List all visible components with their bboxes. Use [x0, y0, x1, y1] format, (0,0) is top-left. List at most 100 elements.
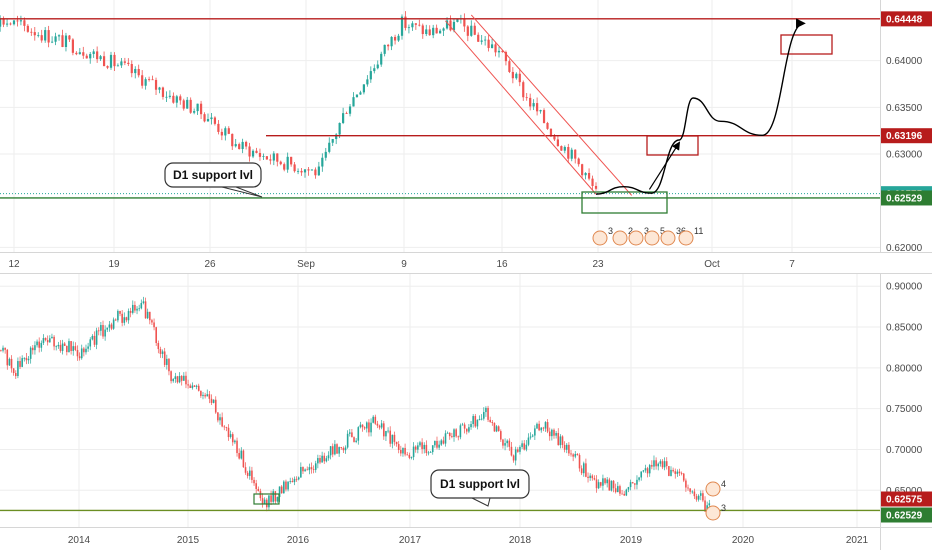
- weekly-candle-body: [536, 423, 538, 429]
- economic-event-marker[interactable]: 11: [678, 226, 703, 246]
- weekly-price-axis[interactable]: 0.90000 0.85000 0.80000 0.75000 0.70000 0.650…: [880, 274, 932, 550]
- weekly-candle-body: [70, 341, 72, 351]
- price-tag-label: 0.62529: [886, 193, 923, 204]
- weekly-candle-body: [136, 308, 138, 311]
- daily-candle-body: [366, 79, 369, 85]
- daily-candle-body: [23, 20, 26, 26]
- daily-candle-body: [158, 87, 161, 90]
- weekly-candle-body: [612, 480, 615, 489]
- channel-upper-line[interactable]: [470, 14, 633, 196]
- daily-candle-body: [161, 87, 165, 97]
- daily-time-axis[interactable]: 12 19 26 Sep 9 16 23 Oct 7: [0, 252, 932, 271]
- mid-target-box[interactable]: [646, 135, 699, 156]
- weekly-candle-body: [27, 358, 30, 361]
- weekly-candle-body: [112, 319, 115, 329]
- weekly-candle-body: [395, 441, 398, 445]
- daily-candle-body: [276, 153, 279, 162]
- economic-event-marker[interactable]: 36: [660, 226, 686, 246]
- daily-candle-body: [92, 51, 95, 55]
- daily-price-tag: 0.64448: [881, 11, 932, 27]
- weekly-price-tag: 0.62529: [881, 507, 932, 523]
- weekly-candle-body: [655, 460, 657, 467]
- weekly-candle-body: [414, 446, 417, 450]
- weekly-candle-body: [482, 412, 485, 419]
- weekly-support-zone-box[interactable]: [253, 493, 280, 505]
- support-zone-box[interactable]: [581, 191, 668, 214]
- top-target-box[interactable]: [780, 34, 833, 55]
- weekly-candle-body: [123, 317, 126, 323]
- weekly-candle-body: [587, 476, 589, 479]
- weekly-candle-body: [423, 444, 426, 450]
- weekly-candle-body: [12, 368, 15, 374]
- daily-candle-body: [210, 117, 213, 120]
- weekly-candle-body: [648, 465, 651, 474]
- daily-candle-body: [470, 25, 473, 36]
- weekly-candle-body: [176, 376, 179, 383]
- daily-candle-body: [400, 16, 404, 36]
- daily-candle-body: [96, 51, 99, 60]
- weekly-candle-body: [270, 495, 272, 502]
- weekly-price-tag-label: 0.62575: [886, 495, 923, 506]
- weekly-time-axis[interactable]: 2014 2015 2016 2017 2018 2019 2020 2021: [0, 527, 932, 547]
- daily-time-tick-label: 12: [8, 259, 20, 270]
- daily-price-tag: 0.63196: [881, 128, 932, 144]
- economic-event-marker[interactable]: 2: [612, 226, 633, 246]
- economic-event-marker[interactable]: 3: [628, 226, 649, 246]
- daily-candle-body: [251, 150, 255, 157]
- daily-candle-body: [258, 152, 262, 157]
- weekly-candle-body: [470, 424, 472, 428]
- daily-candle-body: [522, 82, 525, 98]
- weekly-candle-body: [95, 330, 98, 345]
- daily-candle-body: [168, 95, 171, 97]
- weekly-economic-event-marker[interactable]: 4: [705, 479, 726, 497]
- weekly-candle-body: [78, 356, 81, 359]
- event-count: 11: [694, 226, 703, 236]
- weekly-candle-body: [38, 341, 40, 348]
- daily-price-axis[interactable]: 0.64000 0.63500 0.63000 0.62000 0.64448 0.631…: [880, 0, 932, 254]
- weekly-candle-body: [425, 444, 428, 453]
- daily-candle-body: [342, 113, 345, 123]
- weekly-candle-body: [283, 481, 285, 494]
- weekly-candle-body: [597, 482, 600, 489]
- daily-candle-body: [255, 150, 258, 153]
- weekly-candle-body: [329, 446, 332, 456]
- weekly-candle-body: [97, 330, 100, 332]
- economic-event-marker[interactable]: 5: [644, 226, 665, 246]
- d1-support-callout[interactable]: D1 support lvl: [164, 162, 263, 198]
- weekly-candle-body: [57, 344, 60, 347]
- weekly-candle-body: [659, 461, 662, 464]
- daily-candle-body: [189, 99, 192, 113]
- daily-candle-body: [0, 18, 2, 27]
- weekly-candle-body: [625, 489, 628, 496]
- daily-candle-body: [293, 164, 296, 172]
- weekly-candle-body: [321, 455, 323, 463]
- daily-candle-body: [57, 35, 61, 37]
- daily-candle-body: [542, 110, 546, 123]
- daily-candle-body: [203, 114, 206, 122]
- weekly-candle-body: [127, 311, 130, 321]
- weekly-candle-body: [23, 357, 26, 359]
- daily-candle-body: [262, 156, 265, 158]
- weekly-candle-body: [521, 443, 523, 447]
- weekly-candle-body: [193, 385, 196, 387]
- daily-candle-body: [387, 44, 390, 47]
- channel-lower-line[interactable]: [445, 20, 597, 195]
- weekly-candle-body: [636, 479, 638, 485]
- weekly-chart-pane[interactable]: D1 support lvl 4 3 2014 2015 2016 2017 2018 201…: [0, 274, 932, 550]
- weekly-candle-body: [119, 310, 121, 314]
- weekly-d1-support-callout[interactable]: D1 support lvl: [430, 469, 530, 507]
- daily-candle-body: [390, 36, 393, 47]
- weekly-candle-body: [85, 348, 87, 353]
- weekly-candle-body: [289, 480, 292, 482]
- daily-candle-body: [501, 50, 504, 53]
- daily-candle-body: [290, 156, 293, 165]
- event-count: 5: [660, 226, 665, 236]
- daily-candle-body: [75, 52, 78, 55]
- weekly-candle-body: [661, 461, 664, 468]
- event-count: 3: [644, 226, 649, 236]
- projection-path[interactable]: [595, 18, 806, 195]
- economic-event-marker[interactable]: 3: [592, 226, 613, 246]
- weekly-economic-event-marker[interactable]: 3: [705, 503, 726, 521]
- weekly-candle-body: [229, 434, 232, 438]
